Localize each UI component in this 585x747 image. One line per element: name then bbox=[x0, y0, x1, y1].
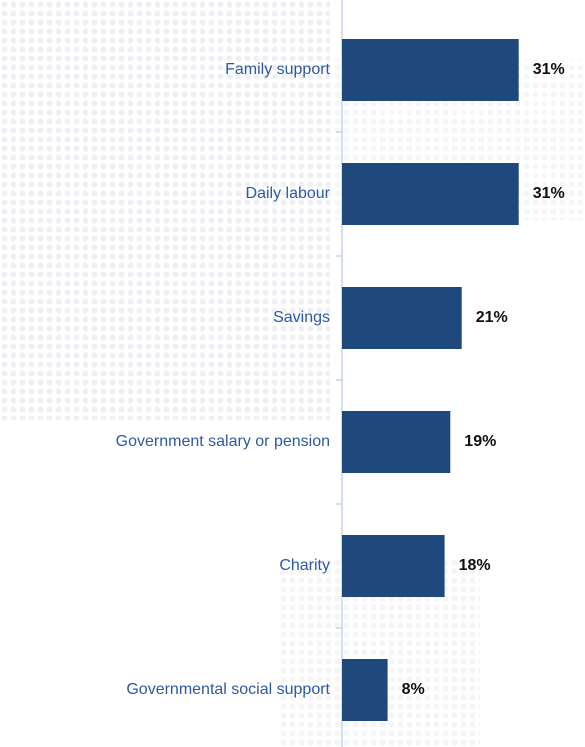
value-label: 19% bbox=[464, 433, 496, 450]
category-label: Charity bbox=[279, 557, 330, 574]
value-label: 18% bbox=[459, 557, 491, 574]
background-map bbox=[0, 0, 330, 420]
bar bbox=[342, 163, 519, 225]
bar bbox=[342, 411, 451, 473]
bar bbox=[342, 535, 445, 597]
category-label: Government salary or pension bbox=[116, 433, 330, 450]
bar bbox=[342, 39, 519, 101]
bar bbox=[342, 659, 388, 721]
value-label: 8% bbox=[402, 681, 425, 698]
value-label: 21% bbox=[476, 309, 508, 326]
category-label: Governmental social support bbox=[126, 681, 330, 698]
bar bbox=[342, 287, 462, 349]
category-label: Daily labour bbox=[246, 185, 331, 202]
value-label: 31% bbox=[533, 185, 565, 202]
category-label: Family support bbox=[225, 61, 330, 78]
value-label: 31% bbox=[533, 61, 565, 78]
category-label: Savings bbox=[273, 309, 330, 326]
